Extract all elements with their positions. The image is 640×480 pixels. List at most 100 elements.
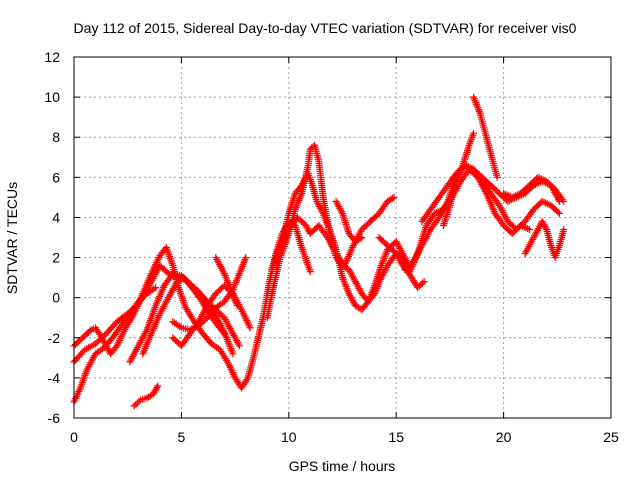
data-point <box>536 174 544 182</box>
y-tick-label: -2 <box>48 330 61 346</box>
y-tick-label: -4 <box>48 370 61 386</box>
x-axis-title: GPS time / hours <box>289 458 396 474</box>
data-point <box>559 196 567 204</box>
data-point <box>246 324 254 332</box>
data-point <box>525 225 533 233</box>
data-point <box>153 384 161 392</box>
data-point <box>388 194 396 202</box>
y-tick-label: 10 <box>44 89 60 105</box>
data-point <box>242 254 250 262</box>
y-tick-label: 2 <box>52 250 60 266</box>
data-point <box>420 278 428 286</box>
data-point <box>540 221 548 229</box>
data-point <box>522 224 530 232</box>
x-tick-label: 5 <box>178 429 186 445</box>
data-point <box>191 323 199 331</box>
data-point <box>560 225 568 233</box>
data-point <box>304 225 312 233</box>
x-tick-label: 0 <box>70 429 78 445</box>
data-point <box>540 198 548 206</box>
data-point <box>176 323 184 331</box>
data-point <box>542 199 550 207</box>
data-point <box>504 197 512 205</box>
data-point <box>318 208 326 216</box>
data-point <box>543 200 551 208</box>
data-point <box>508 193 516 201</box>
data-point <box>152 385 160 393</box>
data-point <box>356 235 364 243</box>
data-point <box>501 190 509 198</box>
data-point <box>135 397 143 405</box>
data-point <box>149 390 157 398</box>
data-point <box>150 285 158 293</box>
data-point <box>243 376 251 384</box>
series-track-9 <box>212 254 241 310</box>
series-track-19 <box>500 173 568 205</box>
data-point <box>538 197 546 205</box>
x-tick-label: 15 <box>388 429 404 445</box>
series-track-20 <box>521 217 568 262</box>
data-point <box>168 271 176 279</box>
chart-title: Day 112 of 2015, Sidereal Day-to-day VTE… <box>74 20 577 36</box>
data-point <box>434 215 442 223</box>
data-point <box>512 192 520 200</box>
x-tick-label: 10 <box>281 429 297 445</box>
data-point <box>554 208 562 216</box>
data-point <box>524 225 532 233</box>
data-point <box>302 221 310 229</box>
plot-frame <box>73 56 612 419</box>
data-point <box>431 209 439 217</box>
data-point <box>541 222 549 230</box>
data-point <box>130 402 138 410</box>
data-point <box>220 330 228 338</box>
data-point <box>534 173 542 181</box>
data-point <box>86 327 94 335</box>
data-point <box>539 219 547 227</box>
data-point <box>150 388 158 396</box>
data-point <box>338 208 346 216</box>
data-point <box>414 284 422 292</box>
data-point <box>188 325 196 333</box>
series-track-3 <box>70 284 160 406</box>
y-tick-label: 6 <box>52 169 60 185</box>
series-track-15 <box>401 161 563 274</box>
data-point <box>189 324 197 332</box>
y-tick-label: 0 <box>52 290 60 306</box>
series-track-18 <box>470 93 501 181</box>
data-point <box>132 400 140 408</box>
data-point <box>503 191 511 199</box>
series-track-1 <box>70 217 314 392</box>
series-track-17 <box>439 129 478 229</box>
data-point <box>234 340 242 348</box>
data-point <box>358 234 366 241</box>
data-point <box>415 282 423 290</box>
data-point <box>560 197 568 205</box>
data-point <box>322 232 330 240</box>
ticks: 0 5 10 15 20 25 -6 -4 -2 0 2 4 6 8 10 12 <box>44 49 619 445</box>
data-point <box>229 350 237 358</box>
y-tick-label: 4 <box>52 209 60 225</box>
data-point <box>219 328 227 336</box>
x-tick-label: 25 <box>603 429 619 445</box>
data-point <box>555 209 563 217</box>
data-point <box>510 193 518 201</box>
data-point <box>390 193 398 201</box>
y-tick-label: 8 <box>52 129 60 145</box>
data-point <box>464 163 472 171</box>
data-point <box>233 302 241 310</box>
data-point <box>470 129 478 137</box>
data-point <box>154 382 162 390</box>
data-point <box>513 191 521 199</box>
data-point <box>466 164 474 172</box>
data-point <box>235 342 243 350</box>
data-point <box>133 399 141 407</box>
series-track-11 <box>272 169 413 314</box>
data-point <box>505 192 513 200</box>
data-point <box>539 176 547 184</box>
series-track-4 <box>130 382 162 410</box>
data-point <box>494 200 502 208</box>
data-point <box>152 284 160 292</box>
x-tick-label: 20 <box>496 429 512 445</box>
data-points <box>70 93 568 410</box>
